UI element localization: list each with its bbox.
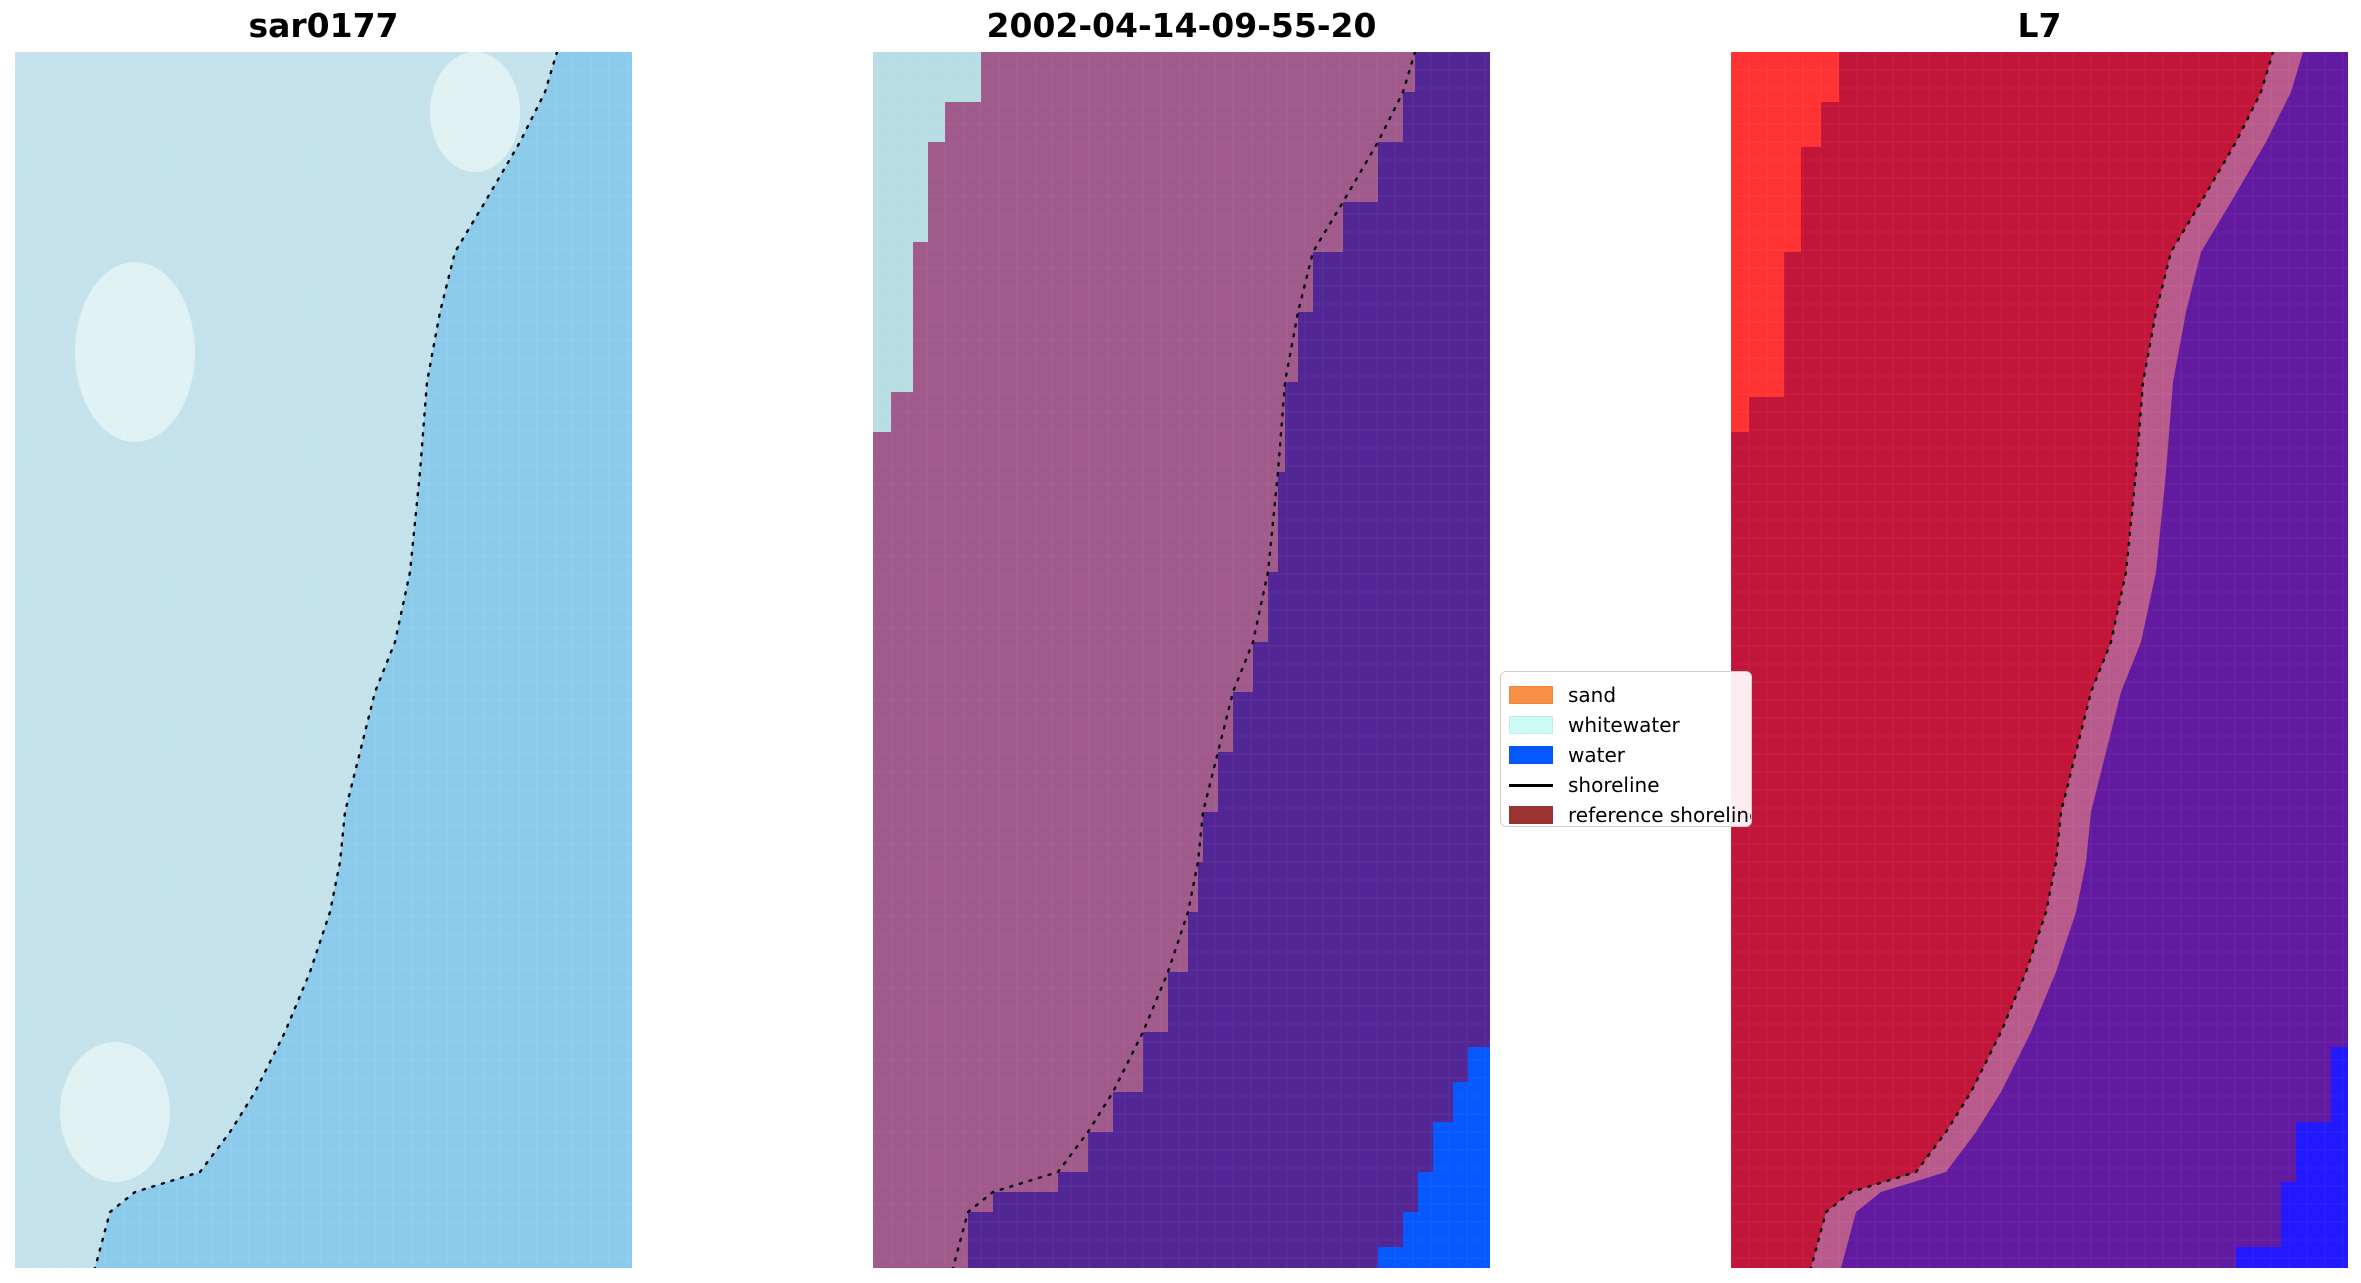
- reference-shoreline-swatch: [1509, 806, 1553, 824]
- legend-label: whitewater: [1568, 713, 1680, 737]
- panel-title-classified: 2002-04-14-09-55-20: [986, 6, 1377, 45]
- index-image: [1731, 52, 2348, 1268]
- classified-image-panel: [873, 52, 1490, 1268]
- legend-label: shoreline: [1568, 773, 1660, 797]
- rgb-image-panel: [15, 52, 632, 1268]
- panel-title-index: L7: [2017, 6, 2062, 45]
- rgb-image: [15, 52, 632, 1268]
- legend: sand whitewater water shoreline referenc…: [1500, 671, 1752, 827]
- legend-item-sand: sand: [1509, 680, 1751, 710]
- legend-item-reference-shoreline: reference shoreline: [1509, 800, 1752, 827]
- classified-image: [873, 52, 1490, 1268]
- legend-label: sand: [1568, 683, 1617, 707]
- legend-label: reference shoreline: [1568, 803, 1752, 827]
- sand-swatch: [1509, 686, 1553, 704]
- whitewater-swatch: [1509, 716, 1553, 734]
- legend-label: water: [1568, 743, 1625, 767]
- legend-item-whitewater: whitewater: [1509, 710, 1751, 740]
- legend-item-water: water: [1509, 740, 1751, 770]
- water-swatch: [1509, 746, 1553, 764]
- shoreline-line: [1509, 783, 1553, 787]
- panel-title-rgb: sar0177: [248, 6, 399, 45]
- index-image-panel: [1731, 52, 2348, 1268]
- legend-item-shoreline: shoreline: [1509, 770, 1751, 800]
